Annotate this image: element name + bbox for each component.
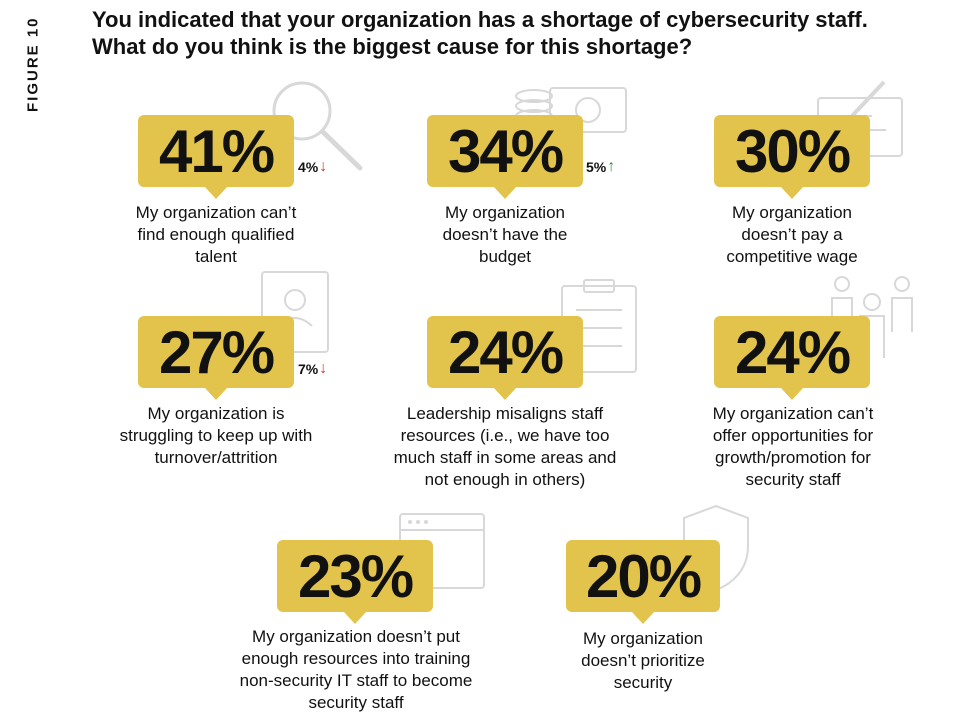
arrow-down-icon: ↓ <box>319 360 328 377</box>
stat-badge-2: 34% <box>427 115 583 199</box>
chart-title: You indicated that your organization has… <box>92 7 868 59</box>
stat-badge-6: 24% <box>714 316 870 400</box>
stat-badge-8: 20% <box>566 540 720 624</box>
stat-badge-5: 24% <box>427 316 583 400</box>
stat-label-8: My organization doesn’t prioritize secur… <box>581 629 705 692</box>
change-value-4: 7% <box>298 361 319 377</box>
stat-label-3: My organization doesn’t pay a competitiv… <box>726 203 858 266</box>
stat-label-1: My organization can’t find enough qualif… <box>135 203 297 266</box>
change-indicator-1: 4% ↓ <box>298 158 327 176</box>
change-value-1: 4% <box>298 159 319 175</box>
arrow-down-icon: ↓ <box>319 158 328 175</box>
stat-label-4: My organization is struggling to keep up… <box>119 404 313 467</box>
change-indicator-4: 7% ↓ <box>298 360 327 378</box>
clipboard-icon <box>561 279 637 373</box>
change-indicator-2: 5% ↑ <box>586 158 615 176</box>
arrow-up-icon: ↑ <box>607 158 616 175</box>
change-value-2: 5% <box>586 159 607 175</box>
stat-badge-7: 23% <box>277 540 433 624</box>
magnifier-icon <box>272 81 363 171</box>
stat-label-7: My organization doesn’t put enough resou… <box>239 627 473 712</box>
stat-badge-3: 30% <box>714 115 870 199</box>
stat-badge-1: 41% <box>138 115 294 199</box>
stat-label-5: Leadership misaligns staff resources (i.… <box>393 404 617 489</box>
stat-label-2: My organization doesn’t have the budget <box>442 203 568 266</box>
figure-label: FIGURE 10 <box>24 16 42 112</box>
stat-badge-4: 27% <box>138 316 294 400</box>
stat-label-6: My organization can’t offer opportunitie… <box>712 404 874 489</box>
